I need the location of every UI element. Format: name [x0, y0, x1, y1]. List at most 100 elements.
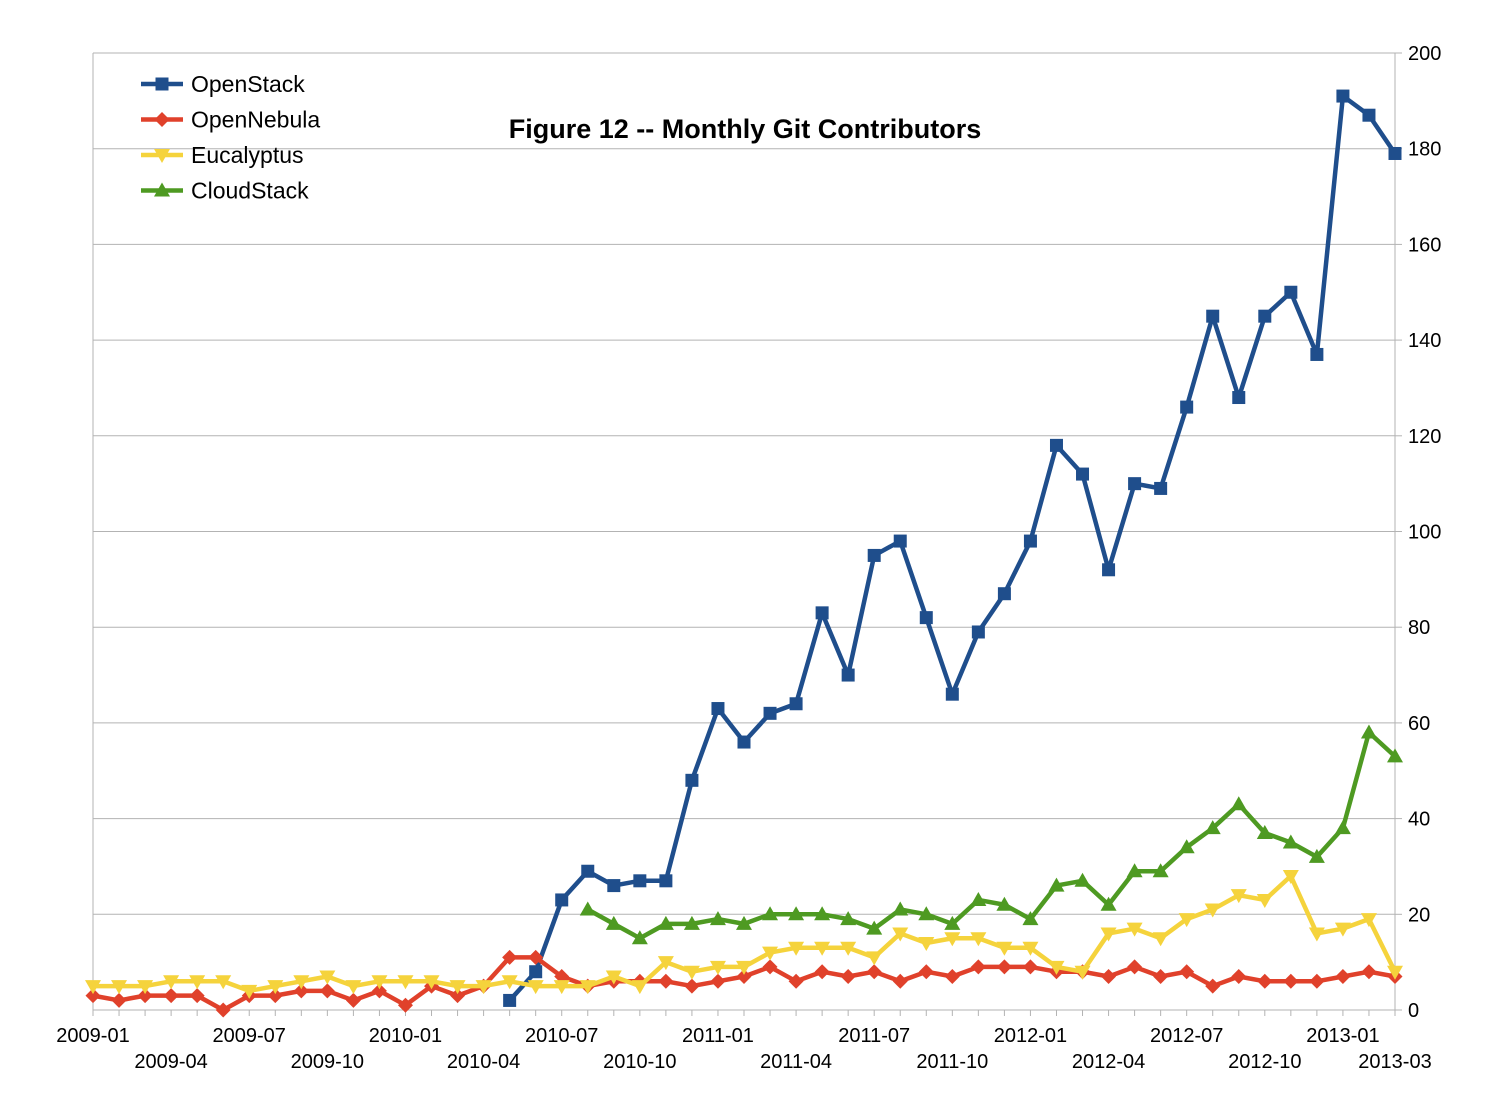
data-point-eucalyptus	[1074, 965, 1091, 980]
x-tick-label: 2009-07	[213, 1025, 286, 1047]
data-point-opennebula	[1361, 964, 1377, 980]
data-point-eucalyptus	[553, 980, 570, 995]
series-cloudstack	[579, 724, 1403, 945]
data-point-openstack	[1284, 285, 1298, 299]
data-point-opennebula	[1231, 969, 1247, 985]
data-point-eucalyptus	[762, 946, 779, 961]
data-point-openstack	[997, 587, 1011, 601]
legend-entry-opennebula: OpenNebula	[141, 107, 320, 133]
data-point-openstack	[607, 879, 621, 893]
y-tick-labels: 0 20 40 60 80 100 120 140 160 180 200	[1408, 43, 1441, 1022]
data-point-openstack	[1128, 477, 1142, 491]
data-point-opennebula	[450, 988, 466, 1004]
data-point-eucalyptus	[605, 970, 622, 985]
x-tick-label: 2009-01	[56, 1025, 129, 1047]
x-tick-label: 2011-10	[916, 1051, 988, 1073]
data-point-opennebula	[85, 988, 101, 1004]
legend: OpenStack OpenNebula Eucalyptus CloudStack	[141, 71, 320, 204]
data-point-eucalyptus	[840, 941, 857, 956]
data-point-eucalyptus	[1022, 941, 1039, 956]
series-eucalyptus	[85, 870, 1403, 999]
data-point-cloudstack	[1126, 863, 1143, 878]
data-point-eucalyptus	[137, 980, 154, 995]
data-point-opennebula	[293, 983, 309, 999]
data-point-opennebula	[1022, 959, 1038, 975]
data-point-openstack	[555, 893, 569, 907]
x-tick-label: 2011-04	[760, 1051, 832, 1073]
series-openstack	[503, 89, 1402, 1007]
data-point-cloudstack	[1230, 796, 1247, 811]
data-point-eucalyptus	[1100, 927, 1117, 942]
data-point-eucalyptus	[1048, 960, 1065, 975]
data-point-openstack	[1336, 89, 1350, 103]
data-point-openstack	[763, 706, 777, 720]
data-point-openstack	[1049, 438, 1063, 452]
data-point-openstack	[1310, 347, 1324, 361]
data-point-eucalyptus	[944, 932, 961, 947]
data-point-openstack	[867, 548, 881, 562]
x-tick-label: 2012-04	[1072, 1051, 1145, 1073]
data-point-cloudstack	[944, 915, 961, 930]
legend-entry-openstack: OpenStack	[141, 71, 305, 97]
chart-title: Figure 12 -- Monthly Git Contributors	[509, 114, 981, 144]
data-point-cloudstack	[1387, 748, 1403, 763]
series-layer	[85, 89, 1403, 1018]
gridlines	[93, 52, 1395, 1011]
data-point-eucalyptus	[475, 980, 492, 995]
data-point-opennebula	[944, 969, 960, 985]
data-point-eucalyptus	[1152, 932, 1169, 947]
data-point-openstack	[1023, 534, 1037, 548]
data-point-eucalyptus	[788, 941, 805, 956]
series-opennebula	[85, 949, 1403, 1018]
y-tick-label: 60	[1408, 713, 1430, 735]
data-point-cloudstack	[657, 915, 674, 930]
data-point-openstack	[841, 668, 855, 682]
x-tick-label: 2009-10	[291, 1051, 364, 1073]
data-point-cloudstack	[1152, 863, 1169, 878]
x-tick-label: 2011-07	[838, 1025, 910, 1047]
data-point-eucalyptus	[215, 975, 232, 990]
data-point-opennebula	[970, 959, 986, 975]
x-tick-label: 2012-01	[994, 1025, 1067, 1047]
y-tick-label: 140	[1408, 330, 1441, 352]
legend-marker-eucalyptus	[154, 149, 170, 163]
data-point-openstack	[1232, 391, 1246, 405]
data-point-cloudstack	[631, 930, 648, 945]
data-point-opennebula	[1335, 969, 1351, 985]
x-tick-label: 2010-01	[369, 1025, 442, 1047]
data-point-eucalyptus	[241, 984, 258, 999]
data-point-opennebula	[502, 949, 518, 965]
data-point-openstack	[919, 611, 933, 625]
data-point-opennebula	[371, 983, 387, 999]
data-point-eucalyptus	[371, 975, 388, 990]
data-point-openstack	[1154, 481, 1168, 495]
data-point-eucalyptus	[1178, 913, 1195, 928]
data-point-opennebula	[996, 959, 1012, 975]
data-point-cloudstack	[605, 915, 622, 930]
y-tick-label: 20	[1408, 904, 1430, 926]
data-point-opennebula	[918, 964, 934, 980]
data-point-cloudstack	[1048, 877, 1065, 892]
data-point-openstack	[971, 625, 985, 639]
data-point-eucalyptus	[397, 975, 414, 990]
data-point-cloudstack	[1308, 848, 1325, 863]
y-tick-label: 40	[1408, 809, 1430, 831]
data-point-cloudstack	[736, 915, 752, 930]
data-point-eucalyptus	[527, 980, 544, 995]
y-tick-label: 160	[1408, 234, 1441, 256]
x-tick-labels: 2009-012009-042009-072009-102010-012010-…	[56, 1025, 1431, 1073]
legend-marker-openstack	[155, 77, 169, 91]
data-point-eucalyptus	[345, 980, 362, 995]
data-point-openstack	[659, 874, 673, 888]
data-point-eucalyptus	[1204, 903, 1221, 918]
data-point-eucalyptus	[631, 980, 648, 995]
data-point-eucalyptus	[111, 980, 128, 995]
data-point-openstack	[529, 965, 543, 979]
data-point-eucalyptus	[1282, 870, 1299, 885]
data-point-eucalyptus	[866, 951, 883, 966]
series-line-openstack	[507, 93, 1398, 1003]
x-tick-label: 2012-07	[1150, 1025, 1223, 1047]
x-tick-label: 2012-10	[1228, 1051, 1301, 1073]
data-point-cloudstack	[788, 906, 805, 921]
data-point-openstack	[789, 697, 803, 711]
